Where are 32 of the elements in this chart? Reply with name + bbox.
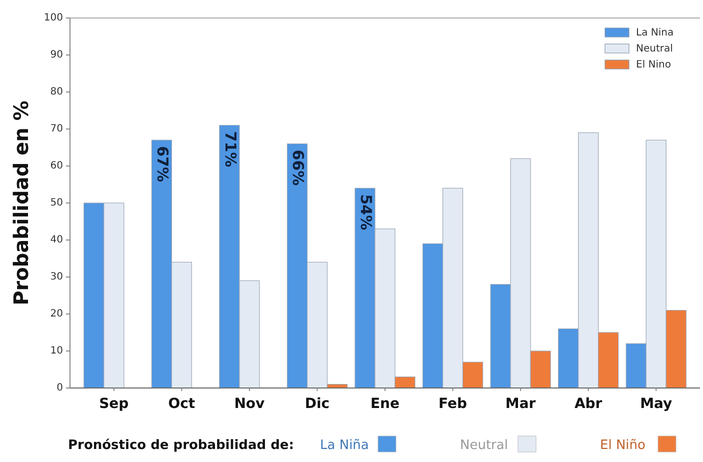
legend-label: El Nino — [636, 60, 671, 71]
text: Pronóstico de probabilidad de: — [68, 438, 294, 453]
x-tick-label: Feb — [438, 396, 468, 412]
y-tick-label: 60 — [50, 160, 63, 172]
y-tick-label: 20 — [50, 308, 63, 320]
x-tick-label: Oct — [168, 396, 196, 412]
text: La Niña — [320, 438, 369, 453]
y-tick-label: 80 — [50, 86, 63, 98]
y-tick-label: 50 — [50, 198, 63, 209]
y-tick-label: 10 — [50, 346, 63, 357]
x-tick-label: Abr — [574, 396, 602, 412]
y-tick-label: 70 — [50, 124, 63, 135]
text: Neutral — [460, 438, 508, 453]
legend-label: La Nina — [636, 28, 674, 39]
data-label: 71% — [221, 131, 240, 168]
data-label: 54% — [356, 194, 375, 230]
x-tick-label: Sep — [99, 396, 129, 412]
y-tick-label: 100 — [44, 12, 63, 24]
y-tick-label: 40 — [50, 234, 63, 246]
y-tick-label: 90 — [50, 50, 63, 61]
y-tick-label: 30 — [50, 272, 63, 283]
x-tick-label: Nov — [234, 396, 265, 412]
x-tick-label: May — [640, 396, 672, 412]
x-tick-label: Dic — [304, 396, 330, 412]
x-tick-label: Mar — [505, 396, 536, 412]
legend-label: Neutral — [636, 44, 673, 55]
data-label: 67% — [154, 146, 172, 182]
y-axis-title: Probabilidad en % — [9, 100, 33, 306]
x-tick-label: Ene — [370, 396, 400, 412]
text: El Niño — [600, 438, 646, 453]
data-label: 66% — [289, 150, 308, 186]
y-tick-label: 0 — [56, 382, 63, 394]
